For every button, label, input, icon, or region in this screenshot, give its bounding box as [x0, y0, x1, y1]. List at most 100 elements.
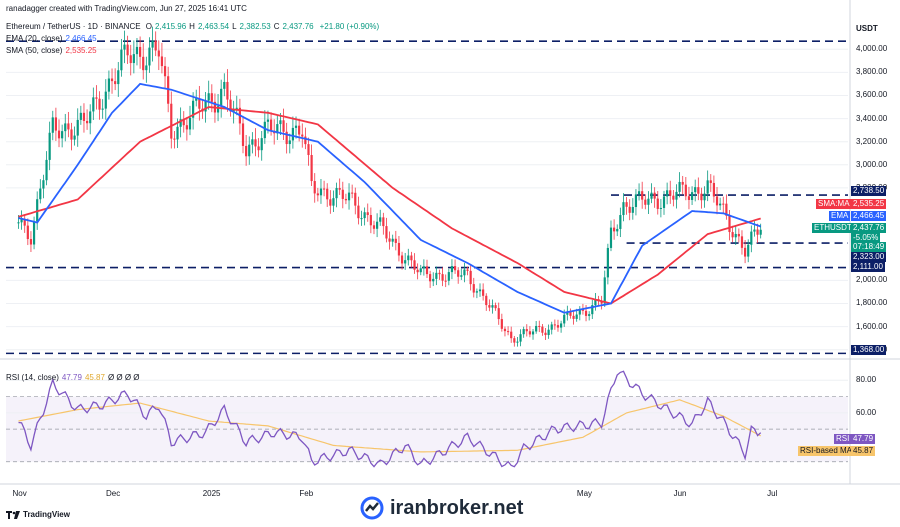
- candle-body: [631, 207, 634, 213]
- y-tick-label: 1,600.00: [856, 321, 888, 331]
- candle-body: [382, 217, 385, 227]
- ohlc-key: H: [189, 22, 195, 31]
- candle-body: [269, 119, 273, 131]
- ohlc-key: O: [145, 22, 153, 31]
- candle-body: [229, 99, 232, 112]
- candle-body: [400, 255, 404, 264]
- candle-body: [488, 305, 491, 308]
- candle-body: [731, 232, 734, 238]
- candle-body: [307, 144, 310, 156]
- candle-body: [188, 117, 192, 130]
- candle-body: [466, 269, 469, 271]
- candle-body: [609, 227, 613, 248]
- sma-tag-value: 2,535.25: [851, 199, 887, 209]
- candle-body: [329, 199, 332, 206]
- candle-body: [391, 238, 394, 242]
- rsi-tick-label: 60.00: [856, 407, 877, 417]
- candle-body: [126, 44, 129, 56]
- candle-body: [176, 126, 179, 140]
- candle-body: [17, 222, 20, 224]
- candle-body: [650, 192, 653, 199]
- candle-body: [129, 55, 132, 64]
- candle-body: [569, 311, 572, 316]
- candle-body: [637, 191, 641, 195]
- candle-body: [104, 91, 107, 109]
- candle-body: [89, 111, 92, 124]
- tradingview-logo-icon: [6, 510, 20, 519]
- candle-body: [223, 81, 226, 89]
- ohlc-value: 2,463.54: [197, 22, 230, 31]
- y-tick-label: 3,200.00: [856, 136, 888, 146]
- candle-body: [179, 119, 182, 127]
- candle-body: [544, 332, 547, 336]
- candle-body: [416, 269, 419, 273]
- y-tick-label: 1,800.00: [856, 298, 888, 308]
- candle-body: [282, 120, 285, 132]
- candle-body: [32, 221, 36, 245]
- candle-body: [528, 331, 532, 335]
- candle-body: [266, 119, 270, 122]
- candle-body: [67, 123, 70, 130]
- candle-body: [653, 192, 656, 199]
- x-tick-label: May: [576, 489, 593, 498]
- candle-body: [588, 314, 591, 316]
- candle-body: [706, 180, 709, 194]
- candle-body: [572, 315, 575, 319]
- candle-body: [61, 131, 64, 139]
- candle-body: [138, 46, 142, 57]
- candle-body: [204, 100, 207, 112]
- y-tick-label: 3,400.00: [856, 113, 888, 123]
- candle-body: [740, 236, 744, 248]
- tradingview-logo[interactable]: TradingView: [6, 510, 70, 519]
- candle-body: [241, 123, 245, 146]
- level-tag-high: 2,738.50: [851, 186, 887, 196]
- candle-body: [566, 311, 569, 315]
- candle-body: [550, 324, 553, 330]
- candle-body: [656, 198, 659, 209]
- candle-body: [79, 112, 82, 120]
- rsi-ma-line: [18, 399, 761, 453]
- candle-body: [435, 272, 438, 279]
- candle-body: [54, 117, 57, 131]
- candle-body: [64, 123, 67, 132]
- candle-body: [425, 266, 429, 275]
- price-grid: [0, 0, 900, 485]
- candle-body: [725, 203, 728, 216]
- candle-body: [491, 305, 494, 308]
- candle-body: [506, 331, 510, 333]
- candle-body: [463, 269, 466, 276]
- candle-body: [142, 56, 145, 71]
- candle-body: [500, 319, 503, 329]
- candle-body: [298, 125, 301, 135]
- candle-body: [157, 50, 160, 57]
- candle-body: [360, 218, 363, 220]
- ema-tag-name: EMA: [829, 211, 851, 221]
- x-tick-label: Jul: [767, 489, 778, 498]
- candle-body: [245, 145, 248, 157]
- candle-body: [294, 125, 298, 128]
- sma-legend: SMA (50, close) 2,535.25: [6, 46, 97, 55]
- level-tag-min: 1,368.00: [851, 345, 887, 355]
- candle-body: [404, 260, 407, 264]
- candle-body: [344, 198, 348, 201]
- candle-body: [447, 272, 450, 281]
- candle-body: [703, 193, 706, 201]
- candle-body: [26, 225, 29, 240]
- candle-body: [613, 227, 616, 232]
- candle-body: [301, 134, 304, 137]
- candle-body: [48, 132, 51, 160]
- candle-body: [285, 131, 288, 145]
- level-tag-mid: 2,323.00: [851, 252, 887, 262]
- candle-body: [519, 334, 522, 342]
- candle-body: [628, 206, 631, 213]
- rsi-line: [18, 370, 762, 468]
- candle-body: [354, 192, 357, 206]
- candle-body: [332, 198, 335, 206]
- candle-body: [20, 218, 23, 223]
- candle-body: [316, 193, 319, 196]
- candle-body: [715, 196, 719, 206]
- candle-body: [681, 181, 684, 185]
- candle-body: [728, 215, 731, 233]
- candle-body: [622, 202, 625, 216]
